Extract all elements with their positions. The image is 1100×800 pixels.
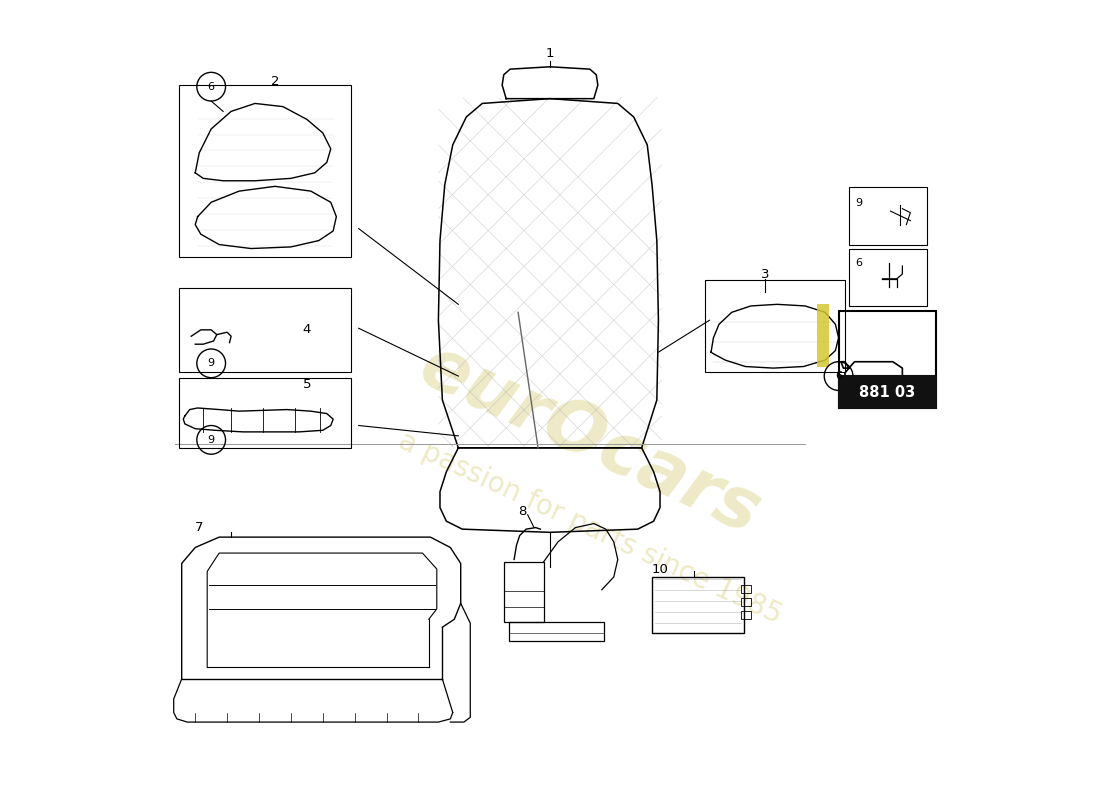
Bar (849, 187, 927, 245)
Bar (179, 85, 351, 257)
Text: 8: 8 (518, 505, 526, 518)
Bar (838, 310, 936, 408)
Text: 6: 6 (835, 371, 843, 381)
Bar (179, 378, 351, 448)
Bar (817, 304, 829, 367)
Text: 3: 3 (761, 267, 770, 281)
Bar (179, 288, 351, 372)
Text: 7: 7 (195, 521, 204, 534)
Text: a passion for parts since 1985: a passion for parts since 1985 (394, 426, 785, 629)
Bar (838, 376, 936, 408)
Bar (741, 598, 751, 606)
Text: 10: 10 (651, 562, 669, 575)
Text: 5: 5 (302, 378, 311, 390)
Bar (504, 562, 543, 622)
Text: eurOcars: eurOcars (409, 331, 771, 549)
Bar (705, 281, 845, 372)
Bar (741, 585, 751, 593)
Text: 6: 6 (855, 258, 862, 268)
Text: 4: 4 (302, 323, 311, 336)
Text: 9: 9 (208, 435, 214, 445)
Text: 9: 9 (208, 358, 214, 368)
Text: 6: 6 (208, 82, 214, 92)
Bar (508, 622, 604, 641)
Bar (741, 611, 751, 619)
Text: 881 03: 881 03 (859, 385, 915, 399)
Text: 1: 1 (546, 46, 554, 60)
Text: 2: 2 (271, 74, 279, 88)
Text: 9: 9 (855, 198, 862, 208)
Bar (849, 249, 927, 306)
Bar (652, 577, 744, 633)
